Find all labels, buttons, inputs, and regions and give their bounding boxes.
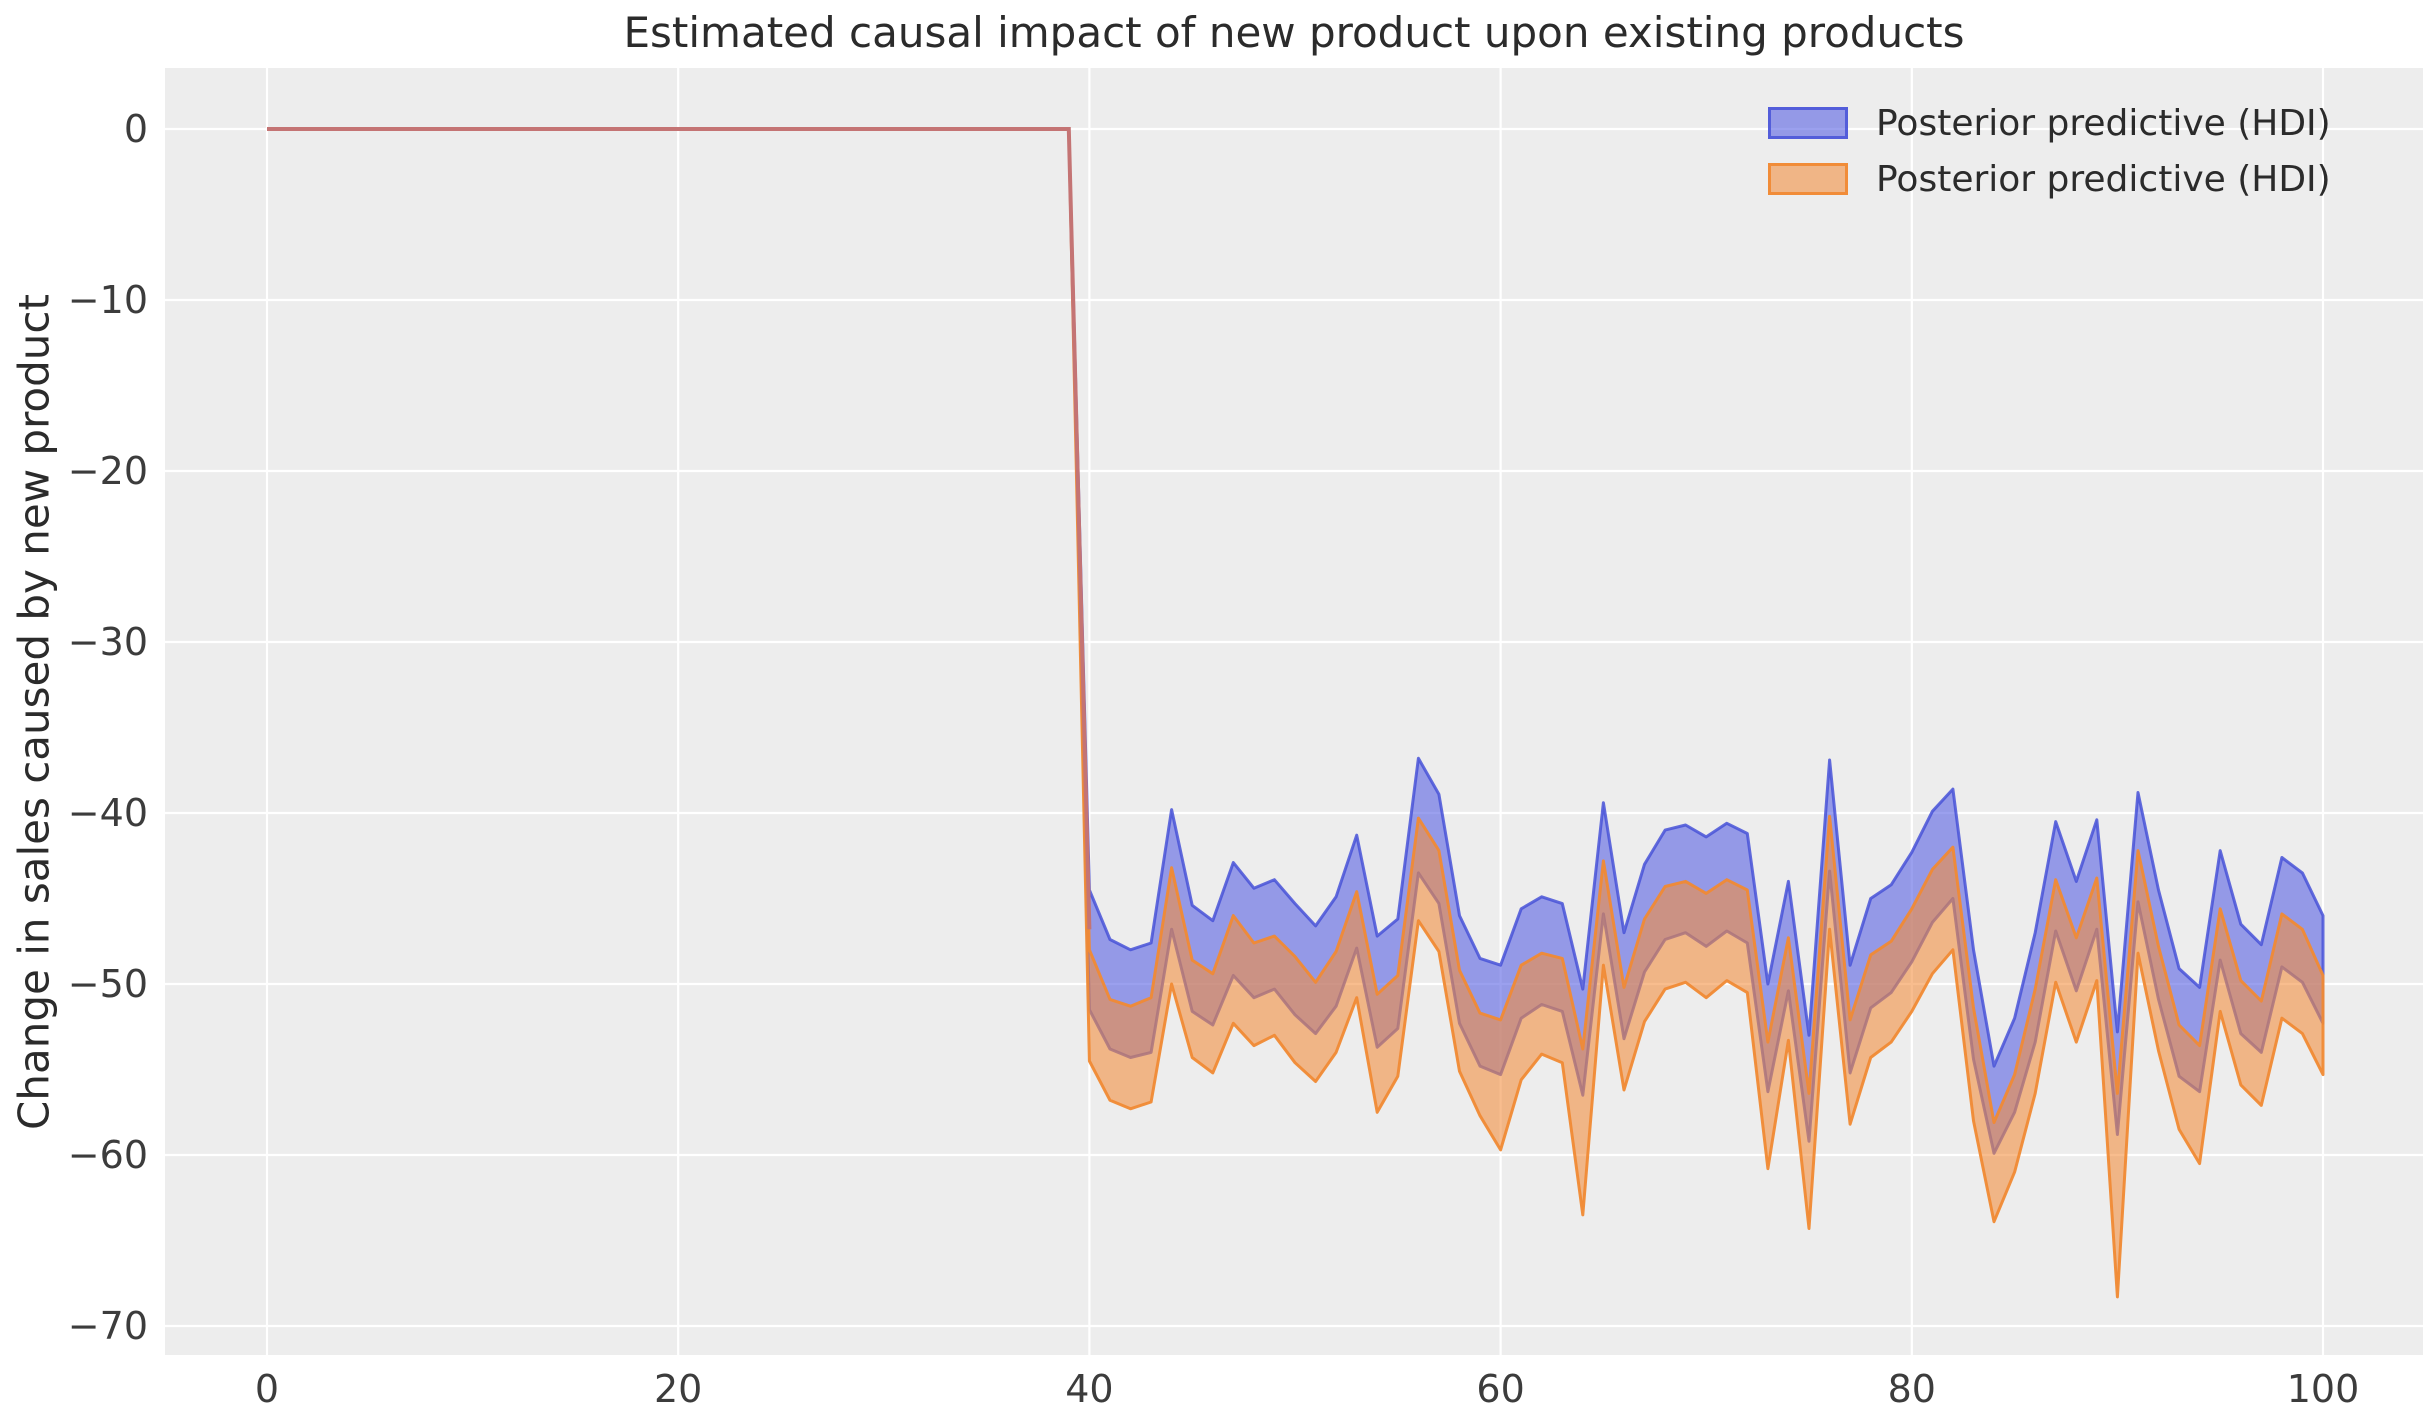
legend-swatch-icon [1768, 107, 1848, 139]
chart-title: Estimated causal impact of new product u… [623, 8, 1965, 57]
legend-entry: Posterior predictive (HDI) [1768, 102, 2331, 144]
x-tick-label: 80 [1887, 1367, 1936, 1411]
y-tick-label: −30 [67, 620, 148, 664]
y-tick-label: 0 [123, 107, 148, 151]
y-tick-label: −10 [67, 278, 148, 322]
y-tick-label: −60 [67, 1133, 148, 1177]
x-tick-label: 20 [654, 1367, 703, 1411]
x-tick-label: 0 [254, 1367, 280, 1411]
pre-period-zero-line [267, 127, 1092, 930]
legend: Posterior predictive (HDI) Posterior pred… [1768, 102, 2331, 216]
legend-label: Posterior predictive (HDI) [1876, 102, 2331, 144]
legend-label: Posterior predictive (HDI) [1876, 158, 2331, 200]
y-tick-label: −70 [67, 1304, 148, 1348]
x-tick-label: 100 [2286, 1367, 2360, 1411]
legend-entry: Posterior predictive (HDI) [1768, 158, 2331, 200]
x-tick-label: 60 [1476, 1367, 1525, 1411]
y-tick-label: −20 [67, 449, 148, 493]
y-tick-label: −40 [67, 791, 148, 835]
x-tick-label: 40 [1065, 1367, 1114, 1411]
plot-background [165, 68, 2423, 1355]
hdi-band-orange [1067, 127, 2325, 1299]
legend-swatch-icon [1768, 163, 1848, 195]
y-tick-label: −50 [67, 962, 148, 1006]
